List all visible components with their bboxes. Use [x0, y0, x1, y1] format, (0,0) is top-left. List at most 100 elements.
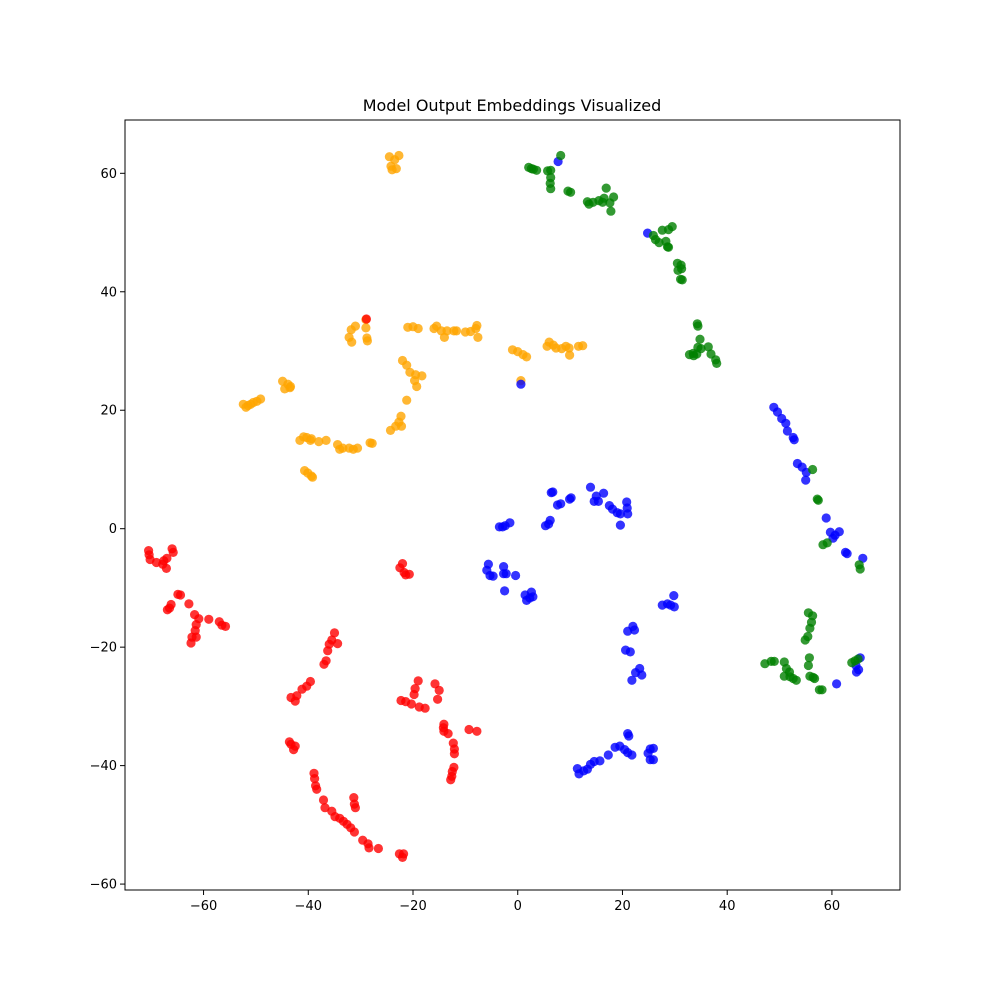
data-point-red [186, 638, 196, 648]
y-tick-label: −40 [90, 759, 117, 774]
data-point-red [472, 726, 482, 736]
data-point-green [808, 464, 818, 475]
data-point-blue [585, 482, 596, 492]
data-point-orange [412, 381, 422, 392]
data-point-red [439, 726, 449, 736]
data-point-blue [851, 667, 862, 677]
y-tick-label: 20 [100, 404, 117, 419]
data-point-green [855, 564, 865, 574]
data-point-blue [500, 586, 510, 596]
data-point-blue [627, 750, 637, 760]
data-point-blue [526, 587, 537, 597]
data-point-blue [669, 602, 679, 612]
data-point-blue [789, 435, 799, 445]
data-point-green [677, 275, 687, 285]
data-point-blue [615, 509, 626, 519]
data-point-red [204, 614, 214, 624]
data-point-orange [396, 421, 407, 431]
data-point-red [290, 696, 300, 706]
data-point-red [433, 694, 443, 704]
data-point-green [677, 264, 687, 274]
data-point-green [803, 660, 814, 671]
data-point-green [805, 623, 815, 633]
data-point-blue [510, 570, 521, 581]
data-point-blue [625, 647, 635, 657]
data-point-red [220, 621, 231, 632]
data-point-orange [522, 352, 532, 362]
data-point-blue [627, 675, 637, 685]
data-point-green [703, 342, 713, 352]
data-point-blue [801, 475, 811, 485]
data-point-red [361, 314, 371, 324]
data-point-green [546, 184, 556, 194]
data-point-green [712, 358, 722, 368]
data-point-green [804, 653, 815, 663]
data-point-green [693, 321, 703, 331]
data-point-blue [499, 562, 509, 572]
chart-title: Model Output Embeddings Visualized [363, 96, 662, 115]
data-point-orange [306, 434, 316, 444]
data-point-red [349, 827, 359, 837]
data-point-green [667, 222, 677, 232]
data-point-orange [347, 337, 357, 347]
data-point-orange [338, 443, 348, 453]
data-point-red [420, 703, 430, 713]
data-point-green [769, 656, 779, 667]
data-point-blue [623, 509, 633, 519]
y-tick-label: 40 [100, 285, 117, 300]
data-point-orange [321, 435, 331, 445]
data-point-orange [256, 394, 266, 404]
data-point-blue [595, 756, 605, 766]
data-point-orange [451, 326, 462, 336]
data-point-red [406, 699, 416, 709]
data-point-red [166, 599, 176, 610]
x-tick-label: 60 [824, 899, 841, 914]
data-point-red [373, 843, 383, 854]
data-point-green [654, 238, 664, 248]
data-point-orange [307, 472, 318, 482]
y-tick-label: 0 [109, 522, 117, 537]
data-point-red [320, 803, 330, 813]
data-point-orange [241, 402, 251, 412]
data-point-red [397, 852, 408, 863]
data-point-red [434, 685, 444, 696]
data-point-orange [565, 350, 575, 360]
data-point-red [319, 659, 329, 669]
data-point-blue [669, 591, 679, 601]
data-point-orange [413, 323, 423, 334]
data-point-blue [552, 500, 563, 510]
data-point-red [404, 569, 414, 579]
data-point-green [556, 150, 566, 161]
data-point-blue [782, 426, 793, 436]
y-tick-label: 60 [100, 167, 117, 182]
data-point-orange [402, 360, 412, 370]
data-point-red [289, 745, 299, 755]
y-axis: −60 −40 −20 0 20 40 60 [90, 167, 125, 893]
data-point-red [297, 684, 307, 694]
data-point-blue [488, 571, 498, 581]
data-point-orange [473, 332, 483, 342]
x-tick-label: 20 [614, 899, 631, 914]
data-point-red [446, 775, 456, 785]
data-point-orange [578, 341, 588, 351]
data-point-blue [772, 407, 783, 417]
data-point-red [333, 639, 343, 649]
data-point-blue [540, 521, 551, 531]
data-point-green [853, 654, 863, 664]
data-point-orange [361, 323, 371, 333]
data-point-orange [385, 425, 396, 435]
data-point-red [161, 563, 171, 574]
data-point-orange [367, 438, 377, 448]
data-point-red [464, 724, 474, 735]
x-tick-label: −20 [399, 899, 426, 914]
data-point-blue [494, 522, 504, 532]
data-point-green [785, 672, 795, 682]
y-tick-label: −60 [90, 878, 117, 893]
data-point-red [318, 795, 329, 805]
data-point-orange [352, 443, 363, 453]
data-point-green [822, 538, 832, 548]
data-point-red [312, 784, 322, 794]
data-point-green [695, 334, 705, 344]
